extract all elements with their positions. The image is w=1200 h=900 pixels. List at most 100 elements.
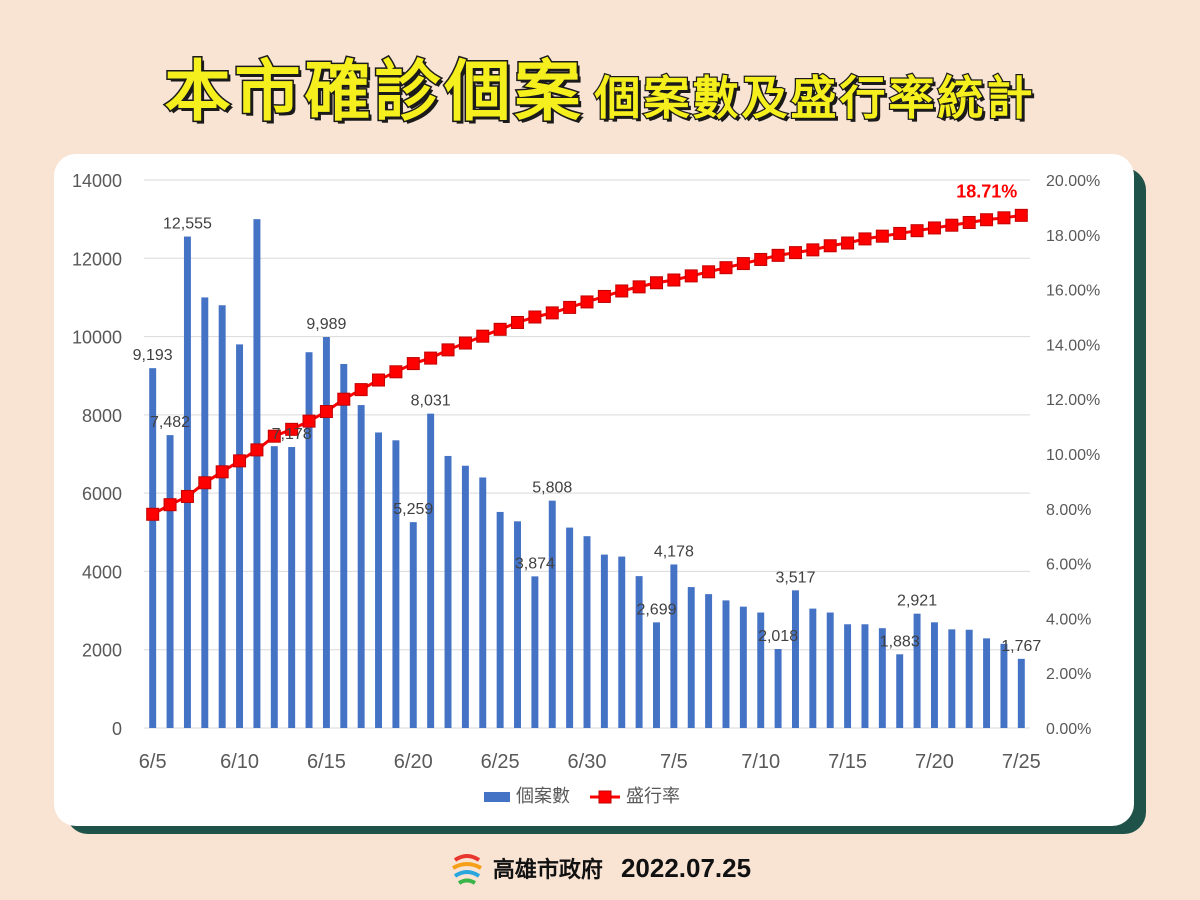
bar xyxy=(201,297,209,728)
line-marker xyxy=(875,229,889,243)
line-marker xyxy=(910,224,924,238)
bar-data-label: 3,517 xyxy=(775,569,815,586)
bar xyxy=(653,622,660,728)
bar xyxy=(253,219,261,728)
x-tick-label: 6/25 xyxy=(481,751,520,773)
line-marker xyxy=(858,232,872,246)
bar-data-label: 7,482 xyxy=(150,414,190,431)
bar-data-label: 9,989 xyxy=(306,316,346,333)
bar xyxy=(444,455,452,728)
x-tick-label: 7/10 xyxy=(741,751,780,773)
line-marker xyxy=(788,246,802,260)
bar xyxy=(288,447,296,728)
line-marker xyxy=(511,315,525,329)
y-right-tick-label: 6.00% xyxy=(1046,557,1091,574)
y-right-tick-label: 4.00% xyxy=(1046,611,1091,628)
bar-data-label: 5,808 xyxy=(532,480,572,497)
bar xyxy=(722,600,730,728)
line-marker xyxy=(702,265,716,279)
bar xyxy=(183,236,191,728)
x-tick-label: 6/15 xyxy=(307,751,346,773)
bar xyxy=(600,554,608,728)
line-marker xyxy=(719,261,733,275)
title-main: 本市確診個案 xyxy=(163,52,585,132)
kaohsiung-logo-icon xyxy=(451,854,482,885)
line-marker xyxy=(319,405,333,419)
y-right-tick-label: 12.00% xyxy=(1046,392,1100,409)
line-marker xyxy=(962,215,976,229)
line-marker xyxy=(180,489,194,503)
bar xyxy=(1017,658,1025,728)
bar xyxy=(496,511,504,728)
x-tick-label: 6/5 xyxy=(139,751,167,773)
footer: 高雄市政府 2022.07.25 xyxy=(0,848,1200,888)
bar xyxy=(861,624,869,728)
line-marker xyxy=(615,284,629,298)
line-marker xyxy=(927,221,941,235)
line-marker xyxy=(233,454,247,468)
x-tick-label: 7/15 xyxy=(828,751,867,773)
line-marker xyxy=(1014,208,1028,222)
x-tick-label: 7/20 xyxy=(915,751,954,773)
bar xyxy=(531,576,539,728)
line-marker xyxy=(250,443,264,457)
x-tick-label: 7/25 xyxy=(1002,751,1041,773)
bar xyxy=(983,638,991,728)
y-right-tick-label: 18.00% xyxy=(1046,228,1100,245)
bar xyxy=(583,536,591,728)
line-marker xyxy=(354,383,368,397)
legend-bar-label: 個案數 xyxy=(516,786,570,806)
line-marker xyxy=(493,322,507,336)
line-marker xyxy=(198,476,212,490)
bar xyxy=(218,305,226,728)
combo-chart: 0 2000 4000 6000 8000 10000 12000 14000 0.00% 2.0… xyxy=(72,171,1100,806)
y-left-tick-label: 14000 xyxy=(72,171,122,191)
line-marker xyxy=(684,269,698,283)
line-marker xyxy=(806,243,820,257)
line-marker xyxy=(528,310,542,324)
line-marker xyxy=(458,336,472,350)
legend-bar-swatch xyxy=(484,792,510,802)
line-marker xyxy=(215,465,229,479)
x-tick-label: 6/20 xyxy=(394,751,433,773)
footer-org: 高雄市政府 xyxy=(492,858,603,883)
y-left-tick-label: 8000 xyxy=(82,406,122,426)
y-right-tick-label: 2.00% xyxy=(1046,666,1091,683)
bar-data-label: 5,259 xyxy=(393,501,433,518)
bar xyxy=(375,432,383,728)
bar xyxy=(809,608,817,728)
title: 本市確診個案 個案數及盛行率統計 xyxy=(0,38,1200,132)
y-right-tick-label: 8.00% xyxy=(1046,502,1091,519)
y-right-tick-label: 10.00% xyxy=(1046,447,1100,464)
line-marker xyxy=(997,211,1011,225)
line-marker xyxy=(163,498,177,512)
line-marker xyxy=(823,239,837,253)
line-marker xyxy=(980,213,994,227)
bar xyxy=(705,594,713,728)
line-end-label: 18.71% xyxy=(956,181,1017,201)
bar xyxy=(236,344,244,728)
line-marker xyxy=(545,306,559,320)
bar xyxy=(514,521,521,728)
y-left-tick-label: 6000 xyxy=(82,484,122,504)
legend-line-label: 盛行率 xyxy=(626,786,680,806)
bar xyxy=(844,624,852,728)
prevalence-line xyxy=(151,213,1022,516)
bar-data-label: 2,699 xyxy=(636,601,676,618)
bar xyxy=(427,413,435,728)
line-marker xyxy=(406,357,420,371)
line-marker xyxy=(580,295,594,309)
bar xyxy=(166,435,174,728)
y-left-tick-label: 2000 xyxy=(82,641,122,661)
line-marker xyxy=(476,329,490,343)
y-right-tick-label: 0.00% xyxy=(1046,721,1091,738)
line-marker xyxy=(736,257,750,271)
line-marker xyxy=(754,252,768,266)
line-marker xyxy=(302,414,316,428)
bar-data-label: 7,178 xyxy=(272,426,312,443)
bar xyxy=(270,446,278,728)
bar xyxy=(774,649,782,728)
bar xyxy=(791,590,799,728)
bar xyxy=(687,587,695,728)
bar xyxy=(739,606,747,728)
